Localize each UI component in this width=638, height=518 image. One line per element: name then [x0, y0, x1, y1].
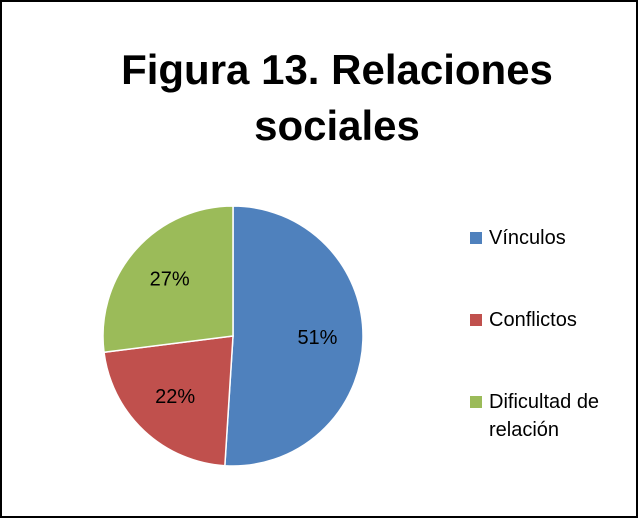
legend-swatch: [470, 396, 482, 408]
pie-slice: [224, 205, 364, 467]
legend-swatch: [470, 314, 482, 326]
data-label: 27%: [150, 268, 190, 290]
pie-slice: [103, 335, 234, 467]
legend-swatch: [470, 232, 482, 244]
legend-item: Vínculos: [470, 224, 630, 306]
legend-label: Dificultad de relación: [489, 391, 600, 441]
data-label: 51%: [297, 327, 337, 349]
legend: Vínculos Conflictos Dificultad de relación: [470, 224, 630, 470]
legend-label: Vínculos: [489, 227, 566, 249]
pie-slice: [102, 205, 234, 354]
legend-label: Conflictos: [489, 309, 577, 331]
chart-title: Figura 13. Relaciones sociales: [121, 46, 553, 149]
legend-item: Conflictos: [470, 306, 630, 388]
data-label: 22%: [155, 386, 195, 408]
legend-item: Dificultad de relación: [470, 388, 630, 470]
